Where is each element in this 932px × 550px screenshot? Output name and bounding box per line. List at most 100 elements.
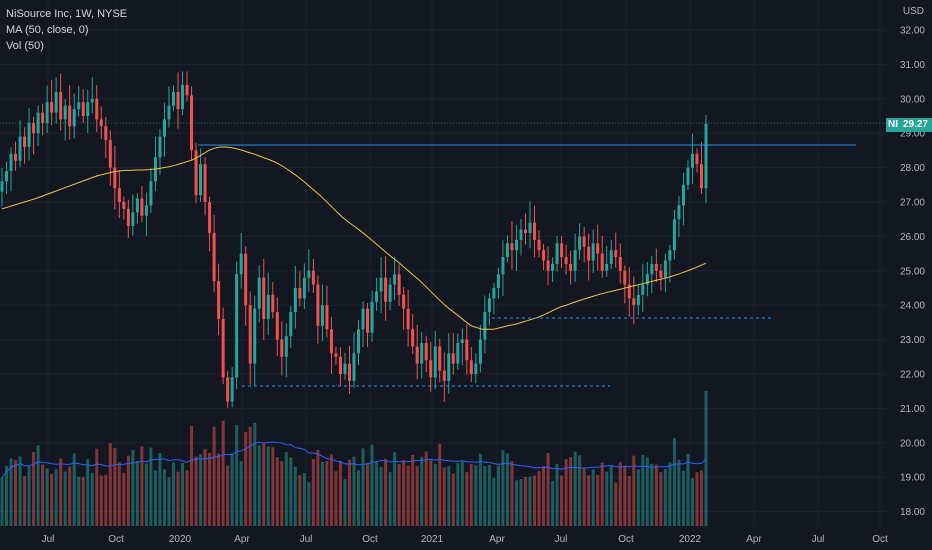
- candle-body: [253, 308, 257, 364]
- candle-body: [235, 274, 239, 378]
- volume-bar: [591, 469, 595, 526]
- candle-body: [560, 243, 564, 258]
- candle-body: [140, 198, 144, 216]
- x-tick-label: 2020: [169, 534, 192, 545]
- volume-bar: [546, 452, 550, 526]
- volume-bar: [654, 464, 658, 526]
- volume-bar: [501, 450, 505, 526]
- volume-bar: [32, 452, 36, 526]
- candle-body: [519, 229, 523, 240]
- volume-bar: [609, 465, 613, 526]
- volume-bar: [36, 445, 40, 526]
- candle-body: [465, 339, 469, 361]
- volume-bar: [50, 474, 54, 526]
- volume-bar: [271, 447, 275, 526]
- candle-body: [338, 356, 342, 374]
- volume-bar: [104, 474, 108, 526]
- volume-bar: [203, 449, 207, 526]
- volume-bar: [447, 466, 451, 526]
- candle-body: [77, 102, 81, 110]
- y-tick-label: 30.00: [900, 94, 925, 105]
- candle-body: [248, 305, 252, 364]
- volume-bar: [190, 425, 194, 526]
- volume-bar: [650, 463, 654, 526]
- volume-bar: [248, 426, 252, 526]
- candle-body: [587, 246, 591, 261]
- candle-body: [18, 136, 22, 161]
- volume-bar: [135, 461, 139, 526]
- x-tick-label: Apr: [489, 534, 505, 545]
- volume-bar: [316, 449, 320, 526]
- candle-body: [609, 250, 613, 264]
- volume-bar: [311, 458, 315, 526]
- y-tick-label: 20.00: [900, 438, 925, 449]
- candle-body: [487, 298, 491, 313]
- volume-bar: [487, 464, 491, 526]
- volume-bar: [438, 443, 442, 526]
- candle-body: [447, 353, 451, 381]
- candle-body: [144, 205, 148, 216]
- candle-body: [325, 305, 329, 330]
- volume-bar: [627, 475, 631, 526]
- volume-bar: [63, 471, 67, 526]
- volume-bar: [370, 444, 374, 526]
- candle-body: [478, 339, 482, 364]
- volume-bar: [266, 446, 270, 526]
- candle-body: [257, 277, 261, 309]
- candle-body: [596, 243, 600, 254]
- volume-bar: [424, 451, 428, 526]
- volume-bar: [366, 462, 370, 526]
- chart-grid: [0, 0, 886, 526]
- candle-body: [618, 257, 622, 271]
- candle-body: [632, 298, 636, 306]
- volume-indicator-label[interactable]: Vol (50): [6, 40, 44, 52]
- price-tag-symbol: NI: [888, 119, 898, 130]
- volume-bar: [704, 391, 708, 526]
- candle-body: [122, 202, 126, 209]
- volume-bar: [478, 453, 482, 526]
- candle-body: [546, 260, 550, 271]
- candle-body: [375, 291, 379, 302]
- x-tick-label: Apr: [234, 534, 250, 545]
- volume-bar: [483, 465, 487, 526]
- volume-bar: [221, 420, 225, 526]
- candle-body: [528, 222, 532, 233]
- candle-body: [645, 274, 649, 285]
- volume-bar: [158, 452, 162, 526]
- volume-bar: [596, 474, 600, 526]
- candle-body: [605, 263, 609, 271]
- price-axis[interactable]: 18.00 19.00 20.00 21.00 22.00 23.00 24.00 25.00…: [900, 26, 925, 519]
- volume-bar: [600, 462, 604, 526]
- volume-bar: [677, 459, 681, 526]
- candle-body: [266, 294, 270, 319]
- candle-body: [63, 105, 67, 120]
- candle-body: [415, 346, 419, 364]
- candle-body: [388, 284, 392, 302]
- candle-body: [555, 243, 559, 264]
- candle-body: [162, 119, 166, 137]
- candle-body: [167, 105, 171, 120]
- volume-bar: [289, 457, 293, 526]
- ma-indicator-label[interactable]: MA (50, close, 0): [6, 24, 89, 36]
- volume-bar: [181, 462, 185, 526]
- candle-body: [302, 277, 306, 299]
- volume-bar: [284, 452, 288, 526]
- volume-bar: [492, 477, 496, 526]
- candle-body: [280, 339, 284, 357]
- volume-bar: [27, 465, 31, 526]
- candle-body: [244, 253, 248, 306]
- volume-bar: [280, 461, 284, 526]
- candle-body: [149, 181, 153, 206]
- symbol-title[interactable]: NiSource Inc, 1W, NYSE: [6, 8, 128, 20]
- candle-body: [411, 329, 415, 347]
- volume-bar: [347, 459, 351, 526]
- volume-bar: [14, 460, 18, 526]
- candle-body: [397, 274, 401, 295]
- volume-bar: [45, 468, 49, 526]
- currency-label[interactable]: USD: [902, 6, 924, 17]
- volume-bar: [235, 424, 239, 526]
- y-tick-label: 28.00: [900, 163, 925, 174]
- time-axis[interactable]: Jul Oct 2020 Apr Jul Oct 2021 Apr Jul Oct 2022 Apr J…: [42, 534, 888, 545]
- candle-body: [41, 112, 45, 123]
